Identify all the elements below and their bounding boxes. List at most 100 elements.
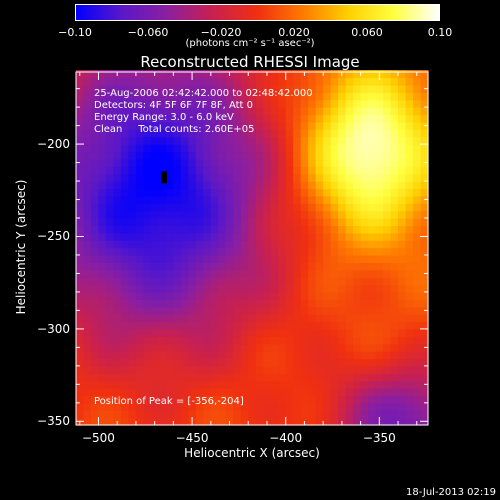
heatmap-cell <box>390 380 399 389</box>
heatmap-cell <box>143 306 152 315</box>
heatmap-cell <box>255 247 264 256</box>
heatmap-cell <box>203 314 212 323</box>
heatmap-cell <box>218 284 227 293</box>
heatmap-cell <box>390 232 399 241</box>
heatmap-cell <box>120 129 130 138</box>
heatmap-cell <box>323 218 332 226</box>
heatmap-cell <box>225 291 234 300</box>
heatmap-cell <box>195 410 204 419</box>
heatmap-cell <box>353 247 362 256</box>
heatmap-cell <box>300 188 309 197</box>
heatmap-cell <box>180 203 189 212</box>
heatmap-cell <box>233 247 242 256</box>
heatmap-cell <box>218 395 227 404</box>
heatmap-cell <box>330 395 339 404</box>
heatmap-cell <box>293 70 302 79</box>
heatmap-cell <box>210 388 219 397</box>
heatmap-cell <box>255 410 264 419</box>
heatmap-cell <box>113 410 122 419</box>
heatmap-cell <box>83 151 92 160</box>
heatmap-cell <box>240 210 249 219</box>
heatmap-cell <box>210 144 219 153</box>
heatmap-cell <box>225 299 234 308</box>
heatmap-cell <box>255 129 264 138</box>
heatmap-cell <box>225 373 234 382</box>
heatmap-cell <box>405 144 414 153</box>
heatmap-cell <box>180 188 189 197</box>
heatmap-cell <box>218 158 227 167</box>
heatmap-cell <box>173 240 182 249</box>
heatmap-cell <box>83 284 92 293</box>
heatmap-cell <box>83 203 92 212</box>
heatmap-cell <box>76 144 85 153</box>
heatmap-cell <box>90 380 100 389</box>
heatmap-cell <box>158 188 167 197</box>
heatmap-cell <box>83 351 92 360</box>
heatmap-cell <box>360 121 369 130</box>
heatmap-cell <box>105 70 115 79</box>
heatmap-cell <box>225 173 234 182</box>
heatmap-cell <box>173 173 182 182</box>
heatmap-cell <box>383 181 392 190</box>
heatmap-cell <box>248 299 257 308</box>
heatmap-cell <box>330 402 339 411</box>
heatmap-cell <box>90 225 100 234</box>
heatmap-cell <box>390 388 399 397</box>
heatmap-cell <box>293 306 302 315</box>
heatmap-cell <box>248 70 257 79</box>
heatmap-cell <box>405 181 414 190</box>
heatmap-cell <box>120 92 130 101</box>
heatmap-cell <box>165 240 174 249</box>
heatmap-cell <box>158 114 167 123</box>
heatmap-cell <box>285 181 294 190</box>
heatmap-cell <box>173 306 182 315</box>
heatmap-cell <box>300 181 309 190</box>
heatmap-cell <box>218 232 227 241</box>
heatmap-cell <box>105 232 115 241</box>
heatmap-cell <box>113 99 122 108</box>
heatmap-cell <box>113 269 122 278</box>
heatmap-cell <box>390 284 399 293</box>
heatmap-cell <box>98 240 107 249</box>
heatmap-cell <box>390 181 399 190</box>
colorbar-tick-label: −0.020 <box>200 26 242 39</box>
heatmap-cell <box>330 277 339 286</box>
heatmap-cell <box>143 99 152 108</box>
heatmap-cell <box>225 232 234 241</box>
heatmap-cell <box>345 358 354 367</box>
heatmap-cell <box>338 306 347 315</box>
heatmap-cell <box>353 314 362 323</box>
heatmap-cell <box>353 262 362 271</box>
heatmap-cell <box>128 203 137 212</box>
heatmap-cell <box>405 388 414 397</box>
heatmap-cell <box>165 84 174 93</box>
heatmap-cell <box>248 99 257 108</box>
heatmap-cell <box>360 336 369 345</box>
heatmap-cell <box>128 70 137 79</box>
heatmap-cell <box>375 262 384 271</box>
heatmap-cell <box>150 225 159 234</box>
heatmap-cell <box>113 373 122 382</box>
heatmap-cell <box>203 269 212 278</box>
heatmap-cell <box>203 173 212 182</box>
heatmap-cell <box>300 136 309 145</box>
heatmap-cell <box>315 166 324 175</box>
heatmap-cell <box>83 291 92 300</box>
annotation-counts: Clean Total counts: 2.60E+05 <box>94 124 255 135</box>
heatmap-cell <box>135 395 145 404</box>
heatmap-cell <box>83 365 92 374</box>
heatmap-cell <box>255 136 264 145</box>
heatmap-cell <box>105 158 115 167</box>
heatmap-cell <box>278 166 287 175</box>
heatmap-cell <box>83 299 92 308</box>
heatmap-cell <box>248 328 257 337</box>
heatmap-cell <box>300 195 309 204</box>
heatmap-cell <box>150 328 159 337</box>
heatmap-cell <box>76 351 85 360</box>
heatmap-cell <box>240 144 249 153</box>
heatmap-cell <box>390 299 399 308</box>
heatmap-cell <box>368 314 377 323</box>
heatmap-cell <box>420 210 429 219</box>
heatmap-cell <box>180 328 189 337</box>
heatmap-cell <box>413 107 422 116</box>
